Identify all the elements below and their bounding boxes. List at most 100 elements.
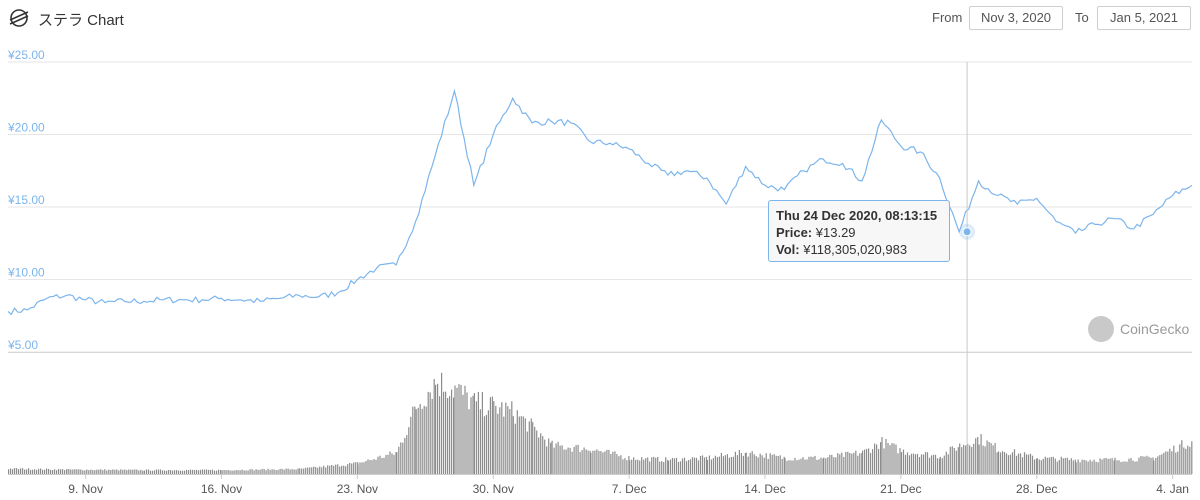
volume-bar [1128,458,1130,474]
volume-bar [546,446,548,474]
volume-bar [1074,459,1076,474]
volume-bar [112,469,114,474]
price-line [7,88,1193,316]
volume-bar [710,459,712,474]
volume-bar [48,468,50,474]
volume-bar [520,416,522,474]
volume-bar [775,455,777,474]
volume-bar [594,450,596,474]
volume-bar [904,454,907,474]
volume-bar [1027,454,1030,474]
volume-bar [54,469,56,474]
x-tick-label: 30. Nov [473,482,514,496]
volume-bar [383,457,385,474]
volume-bar [988,442,990,474]
volume-bar [718,456,720,474]
volume-bar [1052,456,1054,474]
volume-bar [381,458,383,474]
from-date-input[interactable]: Nov 3, 2020 [969,6,1063,30]
volume-bar [589,450,591,474]
volume-bar [293,469,295,474]
volume-bar [1167,451,1169,474]
volume-bar [559,445,561,474]
volume-bar [575,445,577,474]
volume-bar [695,457,698,474]
volume-bar [542,436,544,474]
volume-bar [669,459,672,474]
volume-bar [878,448,880,474]
volume-bar [857,455,859,474]
volume-bar [569,447,571,474]
volume-bar [1169,448,1171,474]
volume-bar [900,452,903,474]
volume-bar [145,469,148,474]
volume-bar [339,466,341,474]
volume-bar [1165,451,1167,474]
volume-bar [677,461,680,474]
volume-bar [753,454,755,474]
volume-bar [1054,458,1056,474]
volume-bar [673,458,676,474]
volume-bar [1152,457,1154,474]
volume-bar [655,457,657,474]
volume-bar [410,416,412,474]
volume-bar [213,470,216,474]
volume-bar [371,460,373,474]
volume-bar [1175,452,1177,474]
volume-bar [814,455,816,474]
volume-bar [96,469,98,474]
volume-bar [353,462,355,474]
volume-bar [637,459,639,474]
volume-bar [663,462,665,474]
volume-bar [1089,459,1091,474]
volume-bar [199,469,202,474]
volume-bar [783,456,785,474]
volume-bar [868,448,870,474]
to-date-input[interactable]: Jan 5, 2021 [1097,6,1191,30]
volume-bar [219,469,222,474]
volume-bar [629,460,631,474]
coingecko-credit[interactable]: CoinGecko [1088,316,1194,344]
volume-bar [456,387,458,474]
volume-bar [181,470,184,474]
volume-bar [177,470,180,474]
volume-bar [947,454,949,474]
volume-bar [620,455,622,474]
volume-bar [616,454,618,474]
volume-bar [447,398,449,474]
volume-bar [790,460,792,474]
volume-bar [703,457,706,474]
tooltip-price-value: ¥13.29 [815,225,856,240]
volume-bar [414,406,416,474]
volume-bar [373,459,375,474]
volume-bar [653,456,655,474]
volume-bar [100,469,102,474]
volume-bar [443,391,445,474]
volume-bar [263,469,265,474]
volume-bar [171,470,174,474]
volume-bar [157,469,160,474]
volume-bar [66,469,68,474]
volume-bar [1191,441,1193,474]
volume-bar [1035,458,1038,474]
volume-bar [275,470,277,474]
volume-bar [76,469,78,474]
volume-bar [602,452,604,474]
volume-bar [1113,460,1115,474]
volume-bar [136,469,138,474]
volume-bar [761,455,763,474]
volume-bar [1025,454,1028,474]
volume-bar [1023,452,1026,474]
volume-bar [551,440,553,474]
volume-bar [243,470,245,474]
volume-bar [387,454,389,474]
volume-bar [1081,459,1083,474]
volume-bar [68,468,70,474]
volume-bar [475,401,477,474]
volume-bar [540,433,542,474]
volume-bar [902,449,905,474]
volume-bar [864,449,866,474]
volume-bar [70,469,72,474]
volume-bar [269,469,271,474]
